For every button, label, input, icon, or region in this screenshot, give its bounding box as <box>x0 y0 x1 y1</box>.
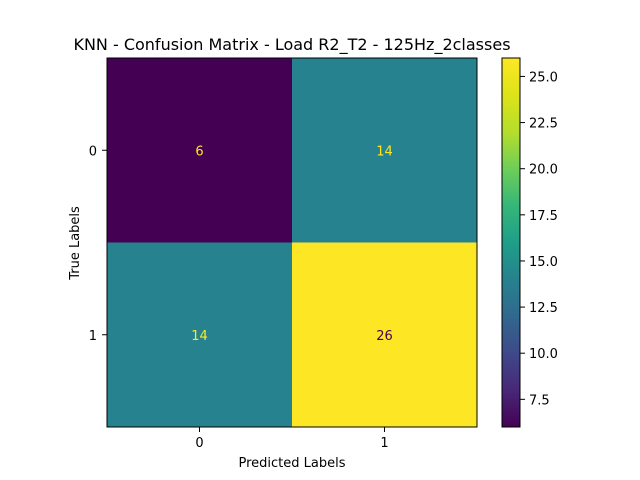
colorbar-tick-label-2: 12.5 <box>529 301 558 316</box>
y-axis-ticks: 01 <box>89 144 107 344</box>
y-tick-label-1: 1 <box>89 329 97 344</box>
matrix-cell-0-0 <box>107 58 293 243</box>
x-axis-label: Predicted Labels <box>238 456 345 471</box>
colorbar-tick-label-1: 10.0 <box>529 347 558 362</box>
matrix-cell-0-1 <box>292 58 478 243</box>
matrix-cell-label-0-0: 6 <box>195 144 203 159</box>
colorbar-ticks: 7.5 10.0 12.5 15.0 17.5 20.0 22.5 25.0 <box>520 70 558 408</box>
colorbar-tick-label-4: 17.5 <box>529 209 558 224</box>
colorbar-tick-label-7: 25.0 <box>529 70 558 85</box>
colorbar <box>501 57 521 428</box>
y-tick-label-0: 0 <box>89 144 97 159</box>
colorbar-tick-label-6: 22.5 <box>529 117 558 132</box>
x-tick-label-0: 0 <box>195 436 203 451</box>
y-axis-label: True Labels <box>68 206 83 281</box>
matrix-cells <box>107 58 478 428</box>
matrix-cell-label-1-0: 14 <box>191 329 208 344</box>
matrix-cell-label-0-1: 14 <box>376 144 393 159</box>
colorbar-tick-label-3: 15.0 <box>529 255 558 270</box>
x-tick-label-1: 1 <box>380 436 388 451</box>
colorbar-tick-label-5: 20.0 <box>529 163 558 178</box>
matrix-frame <box>106 57 478 428</box>
chart-title: KNN - Confusion Matrix - Load R2_T2 - 12… <box>73 35 510 55</box>
colorbar-tick-label-0: 7.5 <box>529 393 550 408</box>
matrix-cell-label-1-1: 26 <box>376 329 393 344</box>
matrix-cell-labels: 6 14 14 26 <box>191 144 393 344</box>
matrix-cell-1-1 <box>292 242 478 428</box>
matrix-cell-1-0 <box>107 242 293 428</box>
